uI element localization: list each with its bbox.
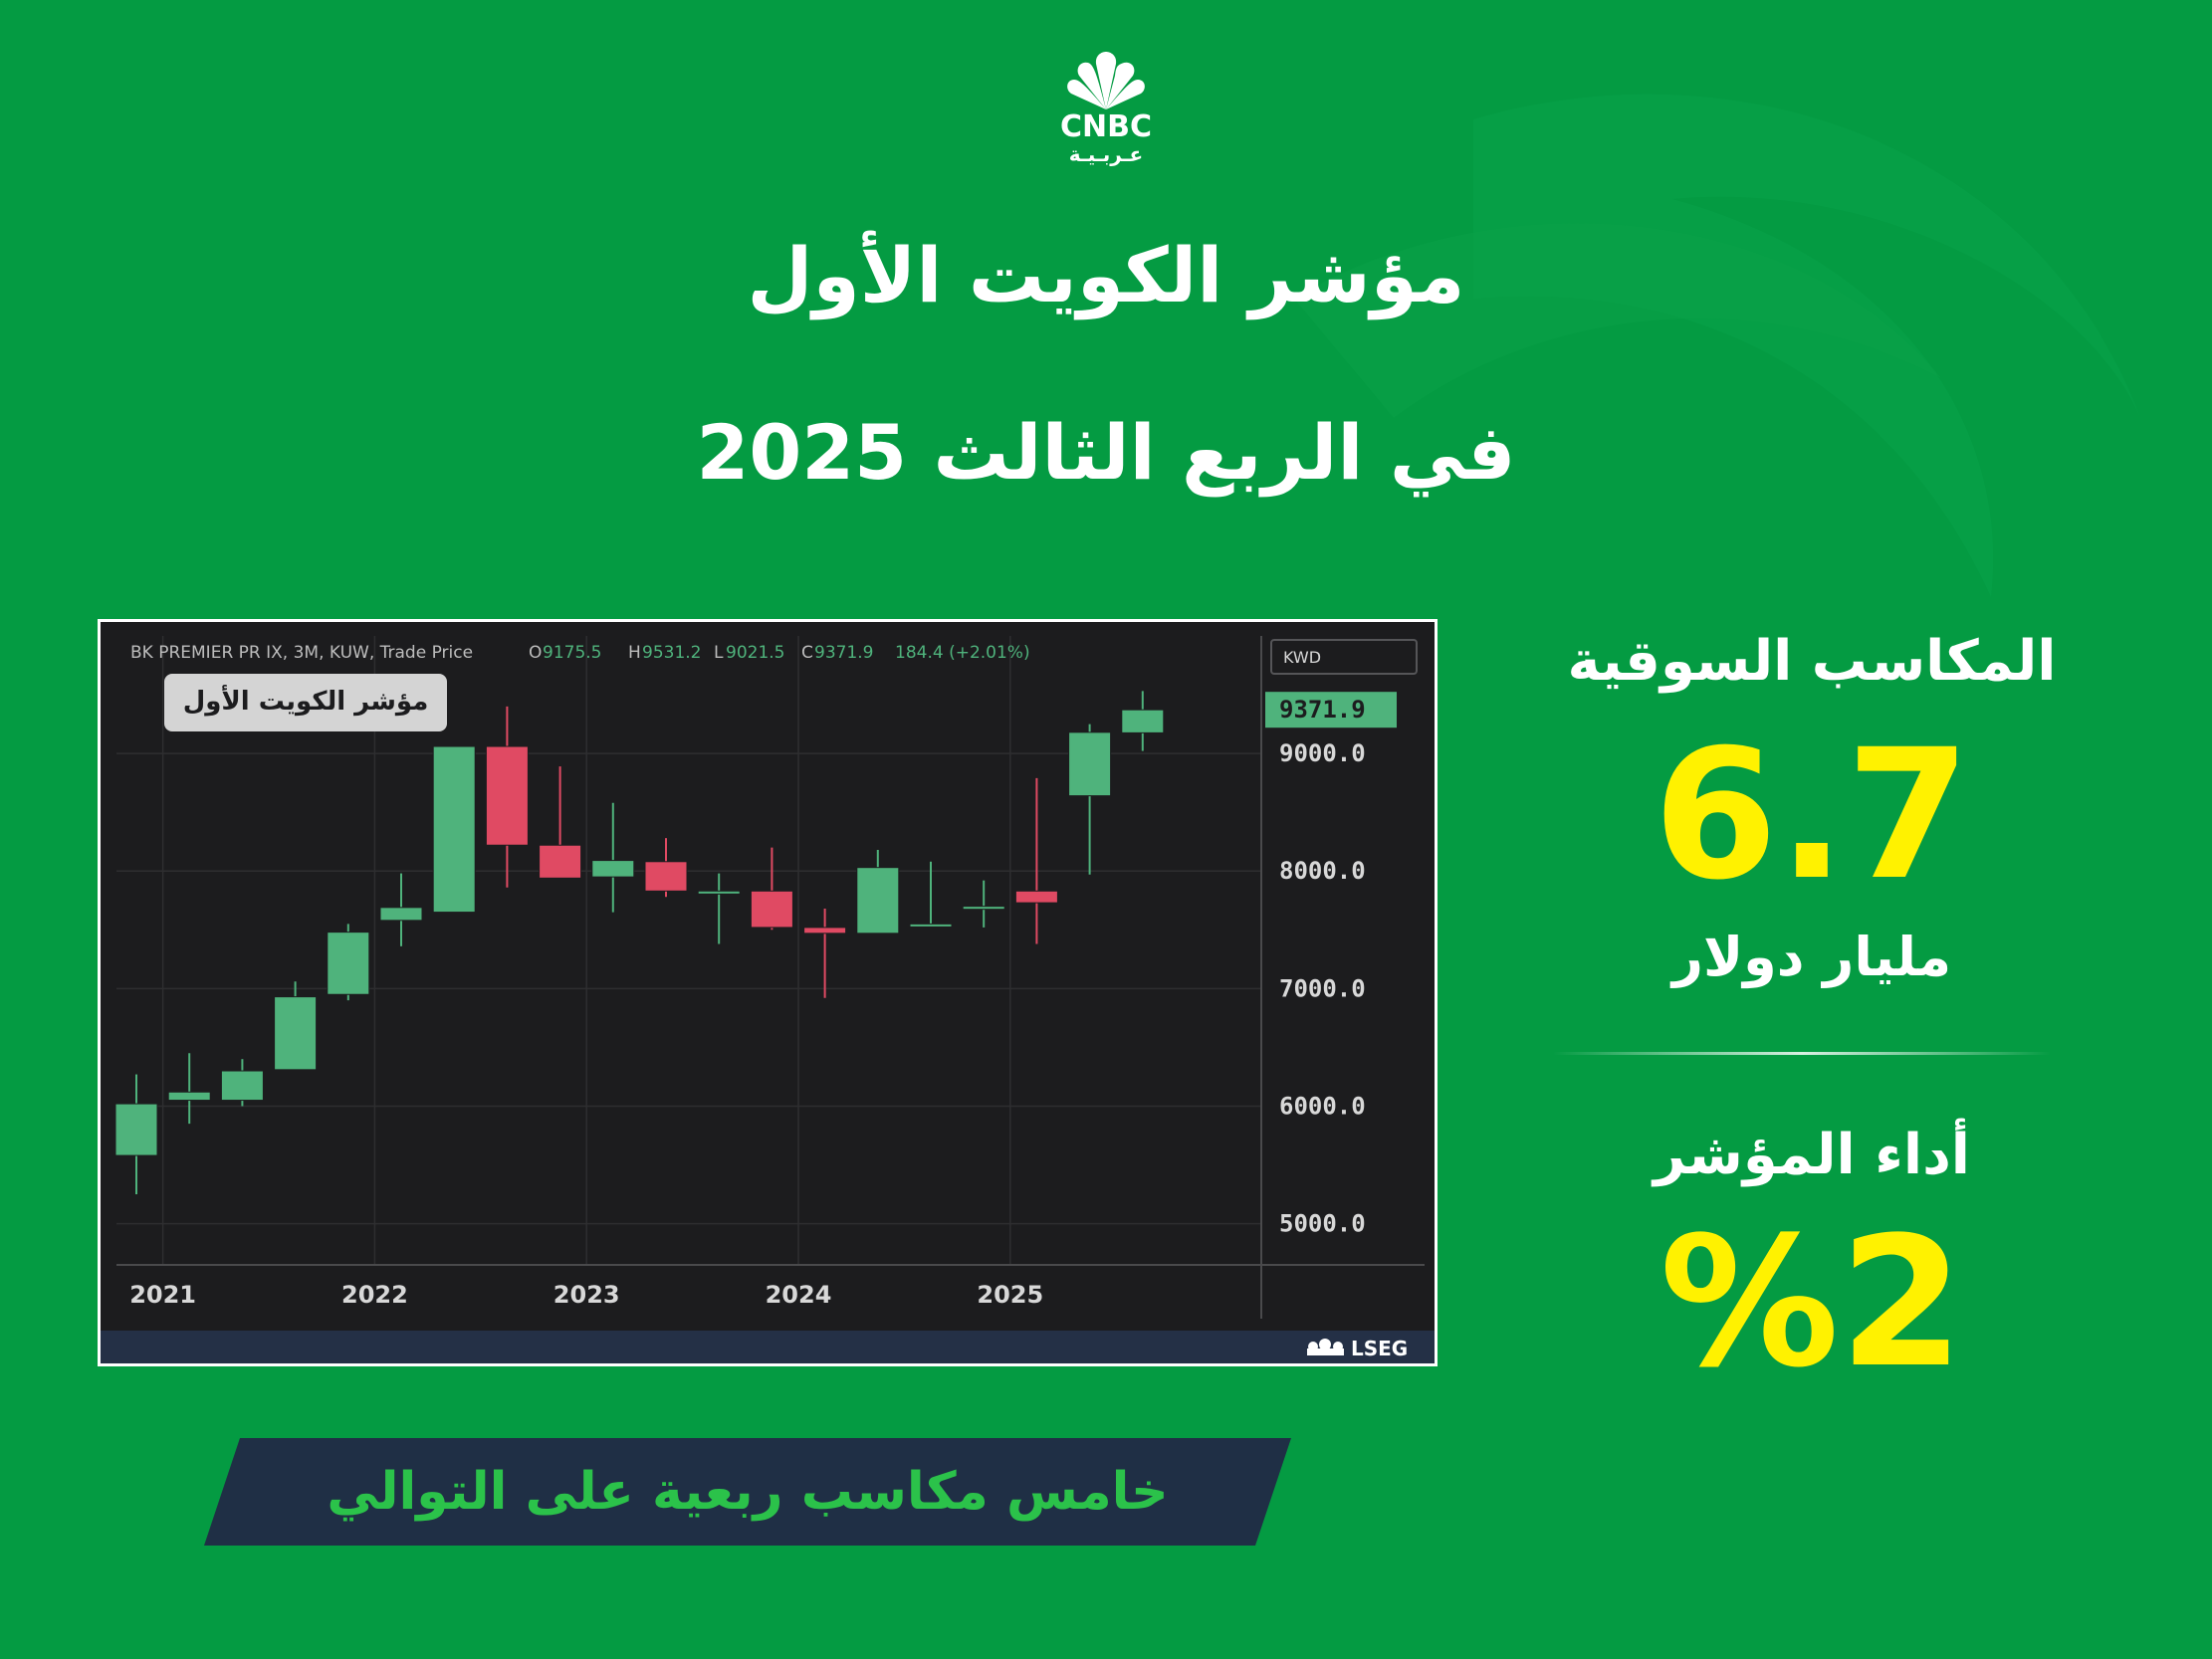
x-tick-label: 2025 <box>977 1281 1043 1309</box>
open-value: 9175.5 <box>543 643 601 663</box>
candle-body <box>591 860 635 878</box>
candle-body <box>750 890 793 929</box>
candle-body <box>114 1103 158 1156</box>
currency-box <box>1270 639 1418 675</box>
page-title-line-2: في الربع الثالث 2025 <box>696 408 1516 497</box>
candle-body <box>697 890 741 895</box>
candle-body <box>803 927 847 934</box>
candle-body <box>167 1091 211 1102</box>
logo-text: CNBC <box>1059 109 1152 144</box>
candle-body <box>644 861 688 892</box>
market-cap-value: 6.7 <box>1653 712 1971 920</box>
candle-body <box>856 867 900 934</box>
last-price-label: 9371.9 <box>1279 696 1366 724</box>
close-value: 9371.9 <box>814 643 873 663</box>
low-label: L <box>714 643 724 663</box>
chart-canvas: 5000.0 6000.0 7000.0 8000.0 9000.0 2021 2022 2… <box>101 622 1435 1363</box>
y-tick-label: 5000.0 <box>1279 1210 1366 1238</box>
y-tick-label: 9000.0 <box>1279 739 1366 767</box>
candle-body <box>909 923 953 928</box>
chart-footer <box>101 1331 1435 1363</box>
candle-body <box>379 907 423 922</box>
x-tick-label: 2023 <box>553 1281 620 1309</box>
peacock-icon <box>1067 52 1145 109</box>
candle-body <box>539 844 582 879</box>
banner-text: خامس مكاسب ربعية على التوالي <box>327 1462 1169 1522</box>
market-cap-unit: مليار دولار <box>1671 926 1952 988</box>
close-label: C <box>801 643 813 663</box>
candle-body <box>220 1070 264 1102</box>
stats-divider <box>1553 1052 2051 1055</box>
chart-name-label: مؤشر الكويت الأول <box>183 685 429 717</box>
high-value: 9531.2 <box>642 643 701 663</box>
performance-value: %2 <box>1659 1199 1964 1407</box>
y-tick-label: 8000.0 <box>1279 857 1366 885</box>
y-tick-label: 7000.0 <box>1279 974 1366 1002</box>
page-title-line-1: مؤشر الكويت الأول <box>747 231 1465 319</box>
logo-subtitle: عـربـيـة <box>1068 142 1144 166</box>
x-tick-label: 2024 <box>766 1281 832 1309</box>
x-tick-label: 2021 <box>129 1281 196 1309</box>
candle-body <box>274 996 318 1071</box>
candle-body <box>1014 890 1058 904</box>
market-cap-label: المكاسب السوقية <box>1567 629 2057 694</box>
chart-name-badge <box>164 674 447 731</box>
chart-instrument-label: BK PREMIER PR IX, 3M, KUW, Trade Price <box>130 643 473 663</box>
candle-body <box>1068 731 1112 797</box>
change-value: 184.4 (+2.01%) <box>895 643 1030 663</box>
high-label: H <box>628 643 641 663</box>
candlestick-chart: 5000.0 6000.0 7000.0 8000.0 9000.0 2021 2022 2… <box>98 619 1438 1366</box>
candle-body <box>485 745 529 846</box>
low-value: 9021.5 <box>726 643 784 663</box>
banner-background <box>204 1438 1291 1546</box>
candle-body <box>327 932 370 995</box>
lseg-logo-icon <box>1307 1339 1344 1355</box>
currency-label: KWD <box>1283 648 1321 667</box>
last-price-tag <box>1265 692 1397 728</box>
x-tick-label: 2022 <box>341 1281 408 1309</box>
candle-body <box>962 906 1005 911</box>
performance-label: أداء المؤشر <box>1653 1123 1971 1187</box>
candle-body <box>432 745 476 914</box>
bottom-banner: خامس مكاسب ربعية على التوالي <box>204 1438 1291 1546</box>
cnbc-logo: CNBC عـربـيـة <box>1045 50 1167 165</box>
candle-body <box>1121 709 1165 733</box>
open-label: O <box>529 643 542 663</box>
source-label: LSEG <box>1351 1337 1408 1360</box>
y-tick-label: 6000.0 <box>1279 1092 1366 1120</box>
